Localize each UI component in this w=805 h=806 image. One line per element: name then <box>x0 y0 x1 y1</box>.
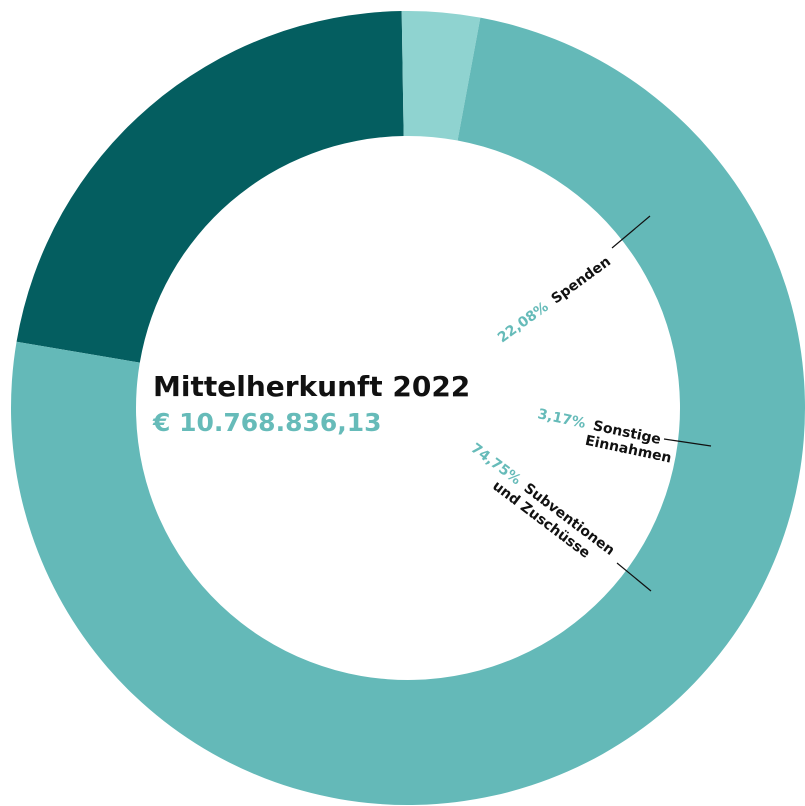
svg-text:74,75% Subventionen: 74,75% Subventionen <box>468 440 618 559</box>
donut-slices <box>11 11 805 806</box>
leader-line-spenden <box>611 215 651 249</box>
slice-label-subventionen: 74,75% Subventionen und Zuschüsse <box>468 440 618 561</box>
chart-title: Mittelherkunft 2022 <box>153 370 470 403</box>
slice-percent-sonstige: 3,17% <box>536 406 587 432</box>
slice-name-spenden: Spenden <box>549 254 614 308</box>
slice-sonstige <box>401 11 481 141</box>
slice-spenden <box>16 11 404 363</box>
leader-lines <box>611 215 712 592</box>
slice-label-spenden: 22,08% Spenden <box>494 253 614 347</box>
total-amount: € 10.768.836,13 <box>152 408 382 437</box>
svg-text:22,08% Spenden: 22,08% Spenden <box>494 253 614 346</box>
leader-line-subventionen <box>616 562 652 592</box>
slice-percent-spenden: 22,08% <box>495 299 552 346</box>
leader-line-sonstige <box>663 438 712 447</box>
slice-label-sonstige: 3,17% Sonstige Einnahmen <box>536 406 673 466</box>
slice-subventionen <box>11 17 805 806</box>
